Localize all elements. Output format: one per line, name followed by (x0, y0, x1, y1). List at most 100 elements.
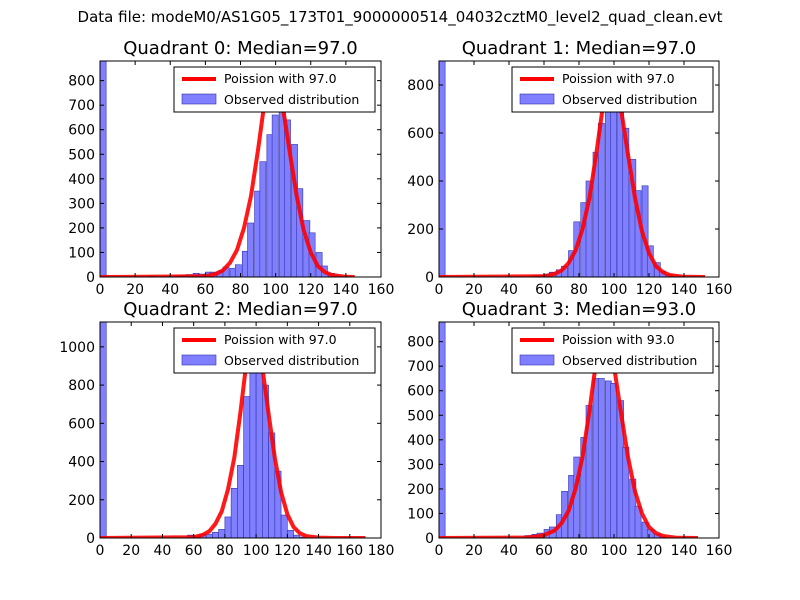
histogram-bar (293, 534, 301, 538)
y-tick-label: 200 (68, 493, 95, 509)
legend-bar-label: Observed distribution (224, 92, 359, 107)
histogram-bar (280, 514, 288, 538)
histogram-bar (237, 465, 244, 538)
subplot-title: Quadrant 3: Median=93.0 (462, 299, 697, 320)
y-tick-label: 600 (68, 123, 95, 139)
histogram-bar (218, 529, 226, 538)
x-tick-label: 100 (601, 543, 628, 559)
histogram-bar (439, 61, 446, 277)
x-tick-label: 120 (274, 543, 301, 559)
histogram-bar (271, 114, 279, 277)
y-tick-label: 300 (68, 196, 95, 212)
legend-line-label: Poission with 97.0 (562, 71, 675, 86)
subplot-title: Quadrant 0: Median=97.0 (123, 38, 358, 59)
x-tick-label: 120 (636, 543, 663, 559)
subplot-title: Quadrant 2: Median=97.0 (123, 299, 358, 320)
y-tick-label: 200 (407, 482, 434, 498)
legend-bar-label: Observed distribution (562, 92, 697, 107)
histogram-bar (212, 531, 219, 538)
x-tick-label: 160 (336, 543, 363, 559)
y-tick-label: 200 (407, 222, 434, 238)
x-tick-label: 20 (465, 282, 483, 298)
x-tick-label: 100 (243, 543, 270, 559)
subplot-title: Quadrant 1: Median=97.0 (462, 38, 697, 59)
y-tick-label: 0 (86, 531, 95, 547)
y-tick-label: 0 (425, 270, 434, 286)
x-tick-label: 80 (232, 282, 250, 298)
x-tick-label: 20 (122, 543, 140, 559)
subplot-quadrant-2: 0 20 40 60 80 100 120 140 160 180 0 200 400 600 800 100… (59, 299, 394, 559)
legend: Poission with 93.0 Observed distribution (511, 327, 714, 374)
x-tick-label: 140 (671, 543, 698, 559)
x-tick-label: 40 (154, 543, 172, 559)
x-tick-label: 120 (636, 282, 663, 298)
y-tick-label: 700 (68, 98, 95, 114)
histogram-bar (610, 383, 617, 538)
histogram-bar (100, 61, 107, 277)
subplot-quadrant-1: 0 20 40 60 80 100 120 140 160 0 200 400 600 800 Quadra… (407, 38, 732, 298)
x-tick-label: 0 (96, 282, 105, 298)
subplot-quadrant-3: 0 20 40 60 80 100 120 140 160 0 100 200 300 400 500 600… (407, 299, 732, 559)
y-tick-label: 400 (407, 174, 434, 190)
histogram-bar (100, 322, 107, 538)
histogram-bar (255, 367, 263, 538)
figure-title: Data file: modeM0/AS1G05_173T01_90000005… (77, 8, 723, 26)
x-tick-label: 120 (297, 282, 324, 298)
histogram-bar (439, 322, 446, 538)
x-tick-label: 60 (535, 543, 553, 559)
x-tick-label: 20 (465, 543, 483, 559)
plot-area (100, 322, 366, 538)
plot-area (439, 322, 699, 538)
x-tick-label: 40 (500, 543, 518, 559)
y-tick-label: 100 (407, 506, 434, 522)
y-tick-label: 0 (425, 531, 434, 547)
y-tick-label: 800 (68, 74, 95, 90)
x-tick-label: 160 (706, 282, 733, 298)
histogram-bar (249, 354, 257, 538)
legend-bar-swatch (181, 354, 217, 366)
y-tick-label: 500 (68, 147, 95, 163)
histogram-bar (230, 488, 238, 538)
axes-frame (99, 321, 382, 539)
x-tick-label: 80 (216, 543, 234, 559)
subplot-quadrant-0: 0 20 40 60 80 100 120 140 160 0 100 200 300 400 500 600… (68, 38, 394, 298)
x-tick-label: 100 (601, 282, 628, 298)
y-tick-label: 800 (407, 78, 434, 94)
x-tick-label: 40 (161, 282, 179, 298)
x-tick-label: 60 (535, 282, 553, 298)
legend-bar-swatch (519, 93, 555, 105)
x-tick-label: 140 (333, 282, 360, 298)
y-tick-label: 100 (68, 245, 95, 261)
x-tick-label: 20 (126, 282, 144, 298)
histogram-bar (284, 119, 291, 277)
y-tick-label: 600 (407, 126, 434, 142)
x-tick-label: 180 (368, 543, 395, 559)
x-tick-label: 60 (196, 282, 214, 298)
legend: Poission with 97.0 Observed distribution (173, 327, 376, 374)
y-tick-label: 200 (68, 221, 95, 237)
legend: Poission with 97.0 Observed distribution (511, 66, 714, 113)
histogram-bar (259, 161, 267, 277)
x-tick-label: 80 (570, 543, 588, 559)
x-tick-label: 160 (368, 282, 395, 298)
histogram-bar (243, 396, 251, 538)
histogram-bar (597, 378, 605, 538)
x-tick-label: 40 (500, 282, 518, 298)
y-tick-label: 500 (407, 408, 434, 424)
y-tick-label: 300 (407, 457, 434, 473)
x-tick-label: 100 (262, 282, 289, 298)
legend-line-label: Poission with 97.0 (224, 332, 337, 347)
x-tick-label: 60 (185, 543, 203, 559)
histogram-bar (287, 530, 294, 538)
x-tick-label: 160 (706, 543, 733, 559)
legend: Poission with 97.0 Observed distribution (173, 66, 376, 113)
x-tick-label: 80 (570, 282, 588, 298)
legend-line-label: Poission with 93.0 (562, 332, 675, 347)
histogram-bar (247, 222, 254, 277)
x-tick-label: 140 (671, 282, 698, 298)
y-tick-label: 800 (407, 335, 434, 351)
legend-bar-label: Observed distribution (224, 353, 359, 368)
legend-bar-label: Observed distribution (562, 353, 697, 368)
x-tick-label: 0 (96, 543, 105, 559)
y-tick-label: 700 (407, 359, 434, 375)
